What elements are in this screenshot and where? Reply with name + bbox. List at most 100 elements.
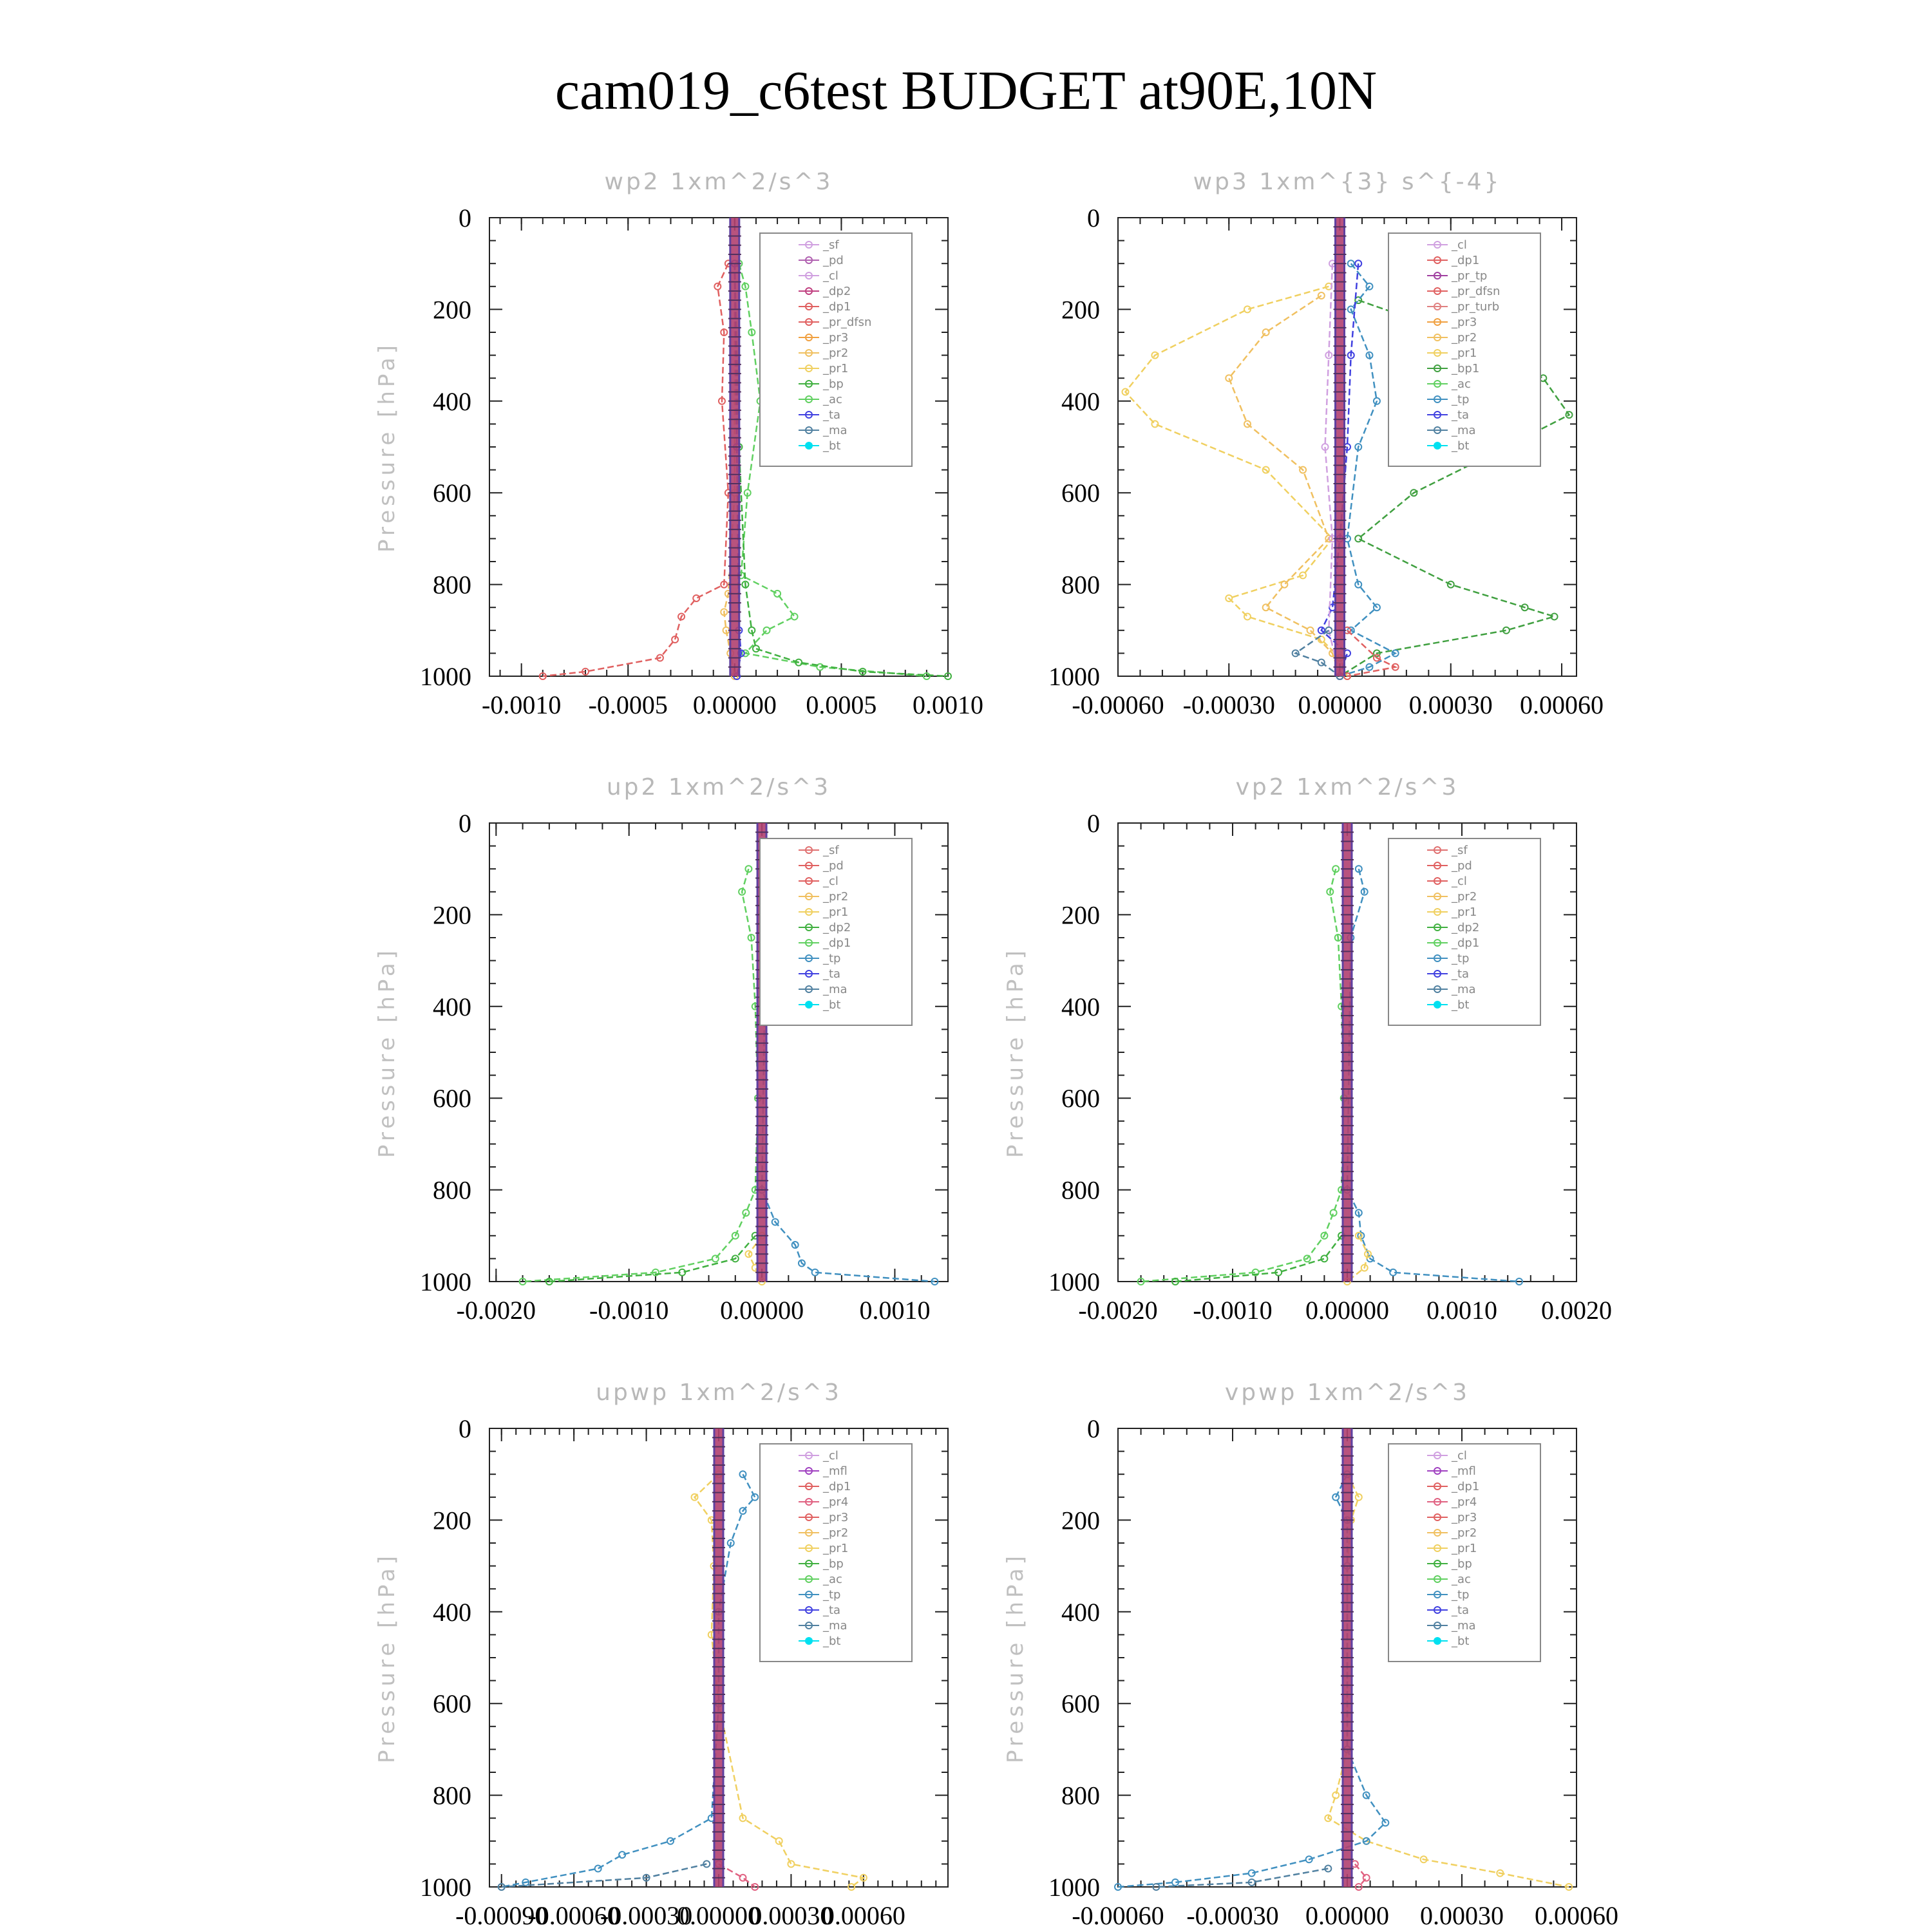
- y-tick-label: 800: [1061, 1176, 1100, 1205]
- x-tick-label: -0.0020: [1078, 1296, 1157, 1325]
- series-point-ta: [1317, 626, 1325, 634]
- legend-label: _pr3: [1451, 316, 1477, 329]
- series-point-pr1: [848, 1883, 856, 1891]
- series-line-ma: [1156, 1868, 1329, 1888]
- series-point-dp1: [717, 397, 726, 405]
- series-point-tp: [1114, 1883, 1122, 1891]
- y-tick-label: 1000: [420, 1873, 471, 1902]
- legend-label: _ac: [1451, 377, 1471, 391]
- legend-marker-pr1: [805, 1544, 813, 1552]
- y-tick-label: 200: [433, 295, 471, 324]
- series-point-pr1: [739, 1814, 747, 1823]
- legend-label: _pr1: [822, 362, 848, 375]
- series-point-ac: [773, 589, 782, 598]
- chart-panel-6: 0 200 400 600 800 1000-0.00060 -0.00030 0.00000…: [1003, 1379, 1618, 1930]
- series-point-ma: [1291, 649, 1300, 658]
- x-tick-label: 0.0010: [859, 1296, 930, 1325]
- x-tick-label: 0.00060: [1520, 690, 1604, 719]
- series-point-ma: [703, 1860, 711, 1868]
- series-point-pr2: [1317, 292, 1325, 300]
- legend-label: _tp: [1451, 1588, 1469, 1602]
- x-tick-label: -0.0005: [589, 690, 668, 719]
- legend-marker-pr2: [805, 1529, 813, 1537]
- x-tick-label: 0.0005: [806, 690, 876, 719]
- panel-title: up2 1xm^2/s^3: [607, 774, 831, 800]
- legend-marker-sf: [1434, 846, 1441, 854]
- series-point-tp: [1247, 1869, 1256, 1877]
- legend-marker-mfl: [1434, 1467, 1441, 1475]
- legend-label: _bp: [822, 377, 844, 391]
- series-line-dp1: [542, 263, 730, 677]
- y-tick-label: 600: [1061, 478, 1100, 507]
- series-point-ac: [1303, 1255, 1311, 1263]
- legend-marker-tp: [805, 1591, 813, 1598]
- legend-label: _mfl: [1451, 1464, 1476, 1478]
- series-line-ac: [522, 868, 759, 1283]
- legend-box: [1388, 1443, 1541, 1662]
- page-title: cam019_c6test BUDGET at90E,10N: [554, 59, 1378, 121]
- series-point-bp1: [1520, 603, 1529, 612]
- series-point-bp1: [1410, 489, 1418, 497]
- series-point-dp1: [582, 667, 590, 676]
- legend-label: _dp1: [1451, 936, 1479, 950]
- legend-label: _pr1: [1451, 1542, 1477, 1555]
- series-line-pr1: [1347, 1235, 1369, 1282]
- legend-marker-pr3: [805, 334, 813, 341]
- legend-marker-pr3: [1434, 318, 1441, 326]
- y-tick-label: 400: [433, 1598, 471, 1627]
- series-line-ma: [501, 1863, 707, 1888]
- series-point-dp1: [656, 654, 664, 662]
- legend-label: _mfl: [822, 1464, 848, 1478]
- series-point-tp: [791, 1241, 799, 1249]
- series-point-pr1: [1324, 1814, 1332, 1823]
- series-point-ma: [1317, 658, 1325, 667]
- x-tick-label: -0.00030: [1186, 1901, 1278, 1930]
- series-point-tp: [1372, 397, 1381, 405]
- legend-label: _bp: [1451, 1557, 1472, 1571]
- x-tick-label: -0.0010: [1193, 1296, 1272, 1325]
- legend-label: _bt: [1451, 439, 1469, 453]
- series-point-ac: [1137, 1278, 1145, 1285]
- chart-panel-3: 0 200 400 600 800 1000-0.0020 -0.0010 0.00000 0.…: [374, 774, 949, 1325]
- legend-label: _ma: [822, 1619, 848, 1633]
- x-tick-label: 0.00030: [1409, 690, 1493, 719]
- series-point-tp: [618, 1851, 627, 1859]
- series-point-tp: [751, 1493, 759, 1501]
- series-point-pr1: [1354, 1493, 1363, 1501]
- series-point-pr1: [1364, 1250, 1372, 1258]
- legend-marker-bt: [805, 1637, 813, 1645]
- y-tick-label: 1000: [420, 1267, 471, 1296]
- legend-box: [759, 232, 913, 467]
- series-point-pr1: [1496, 1869, 1504, 1877]
- legend-marker-ta: [1434, 1606, 1441, 1614]
- legend-label: _tp: [1451, 393, 1469, 406]
- legend-marker-ac: [1434, 939, 1441, 947]
- series-point-bp1: [1446, 580, 1455, 589]
- legend-label: _bt: [822, 998, 840, 1012]
- series-point-ac: [1329, 1209, 1338, 1217]
- series-point-ma: [1324, 1864, 1332, 1873]
- series-point-pr2: [1306, 626, 1314, 634]
- legend-marker-pr1: [1434, 349, 1441, 357]
- series-point-tp: [1354, 865, 1363, 873]
- legend-marker-ta: [805, 1606, 813, 1614]
- legend-label: _bt: [1451, 1634, 1469, 1648]
- legend-marker-cl: [805, 241, 813, 249]
- legend-marker-pr4: [1434, 1498, 1441, 1506]
- legend-marker-pr2: [1434, 1529, 1441, 1537]
- series-point-tp: [811, 1268, 819, 1276]
- series-point-pr1: [1360, 1264, 1368, 1272]
- series-point-pr1: [1225, 594, 1233, 602]
- legend-label: _pr3: [822, 1511, 848, 1524]
- y-tick-label: 600: [433, 1084, 471, 1113]
- legend-label: _dp1: [822, 936, 851, 950]
- legend-marker-ma: [1434, 985, 1441, 993]
- legend-marker-pr1: [805, 908, 813, 916]
- series-point-tp: [667, 1837, 675, 1845]
- panel-title: wp2 1xm^2/s^3: [605, 169, 833, 195]
- legend-marker-ac: [805, 1575, 813, 1583]
- x-tick-label: -0.00060: [1072, 1901, 1164, 1930]
- y-axis-label: Pressure [hPa]: [1003, 1552, 1028, 1763]
- legend-label: _tp: [1451, 952, 1469, 965]
- legend-marker-ma: [805, 985, 813, 993]
